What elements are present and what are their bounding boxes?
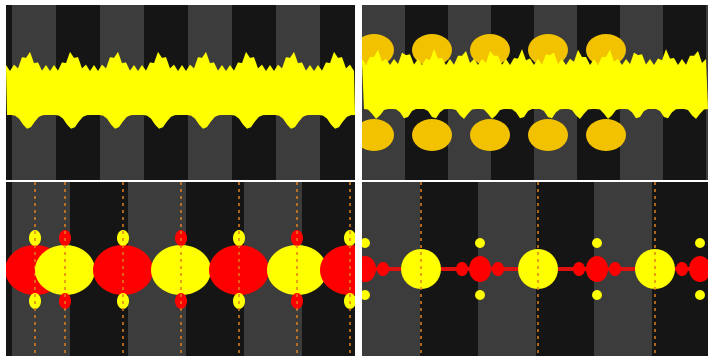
bud xyxy=(360,290,370,300)
panel-bottom-right xyxy=(341,182,708,356)
bud xyxy=(492,262,504,276)
bud xyxy=(592,238,602,248)
bud xyxy=(573,262,585,276)
bud xyxy=(695,238,705,248)
lobe xyxy=(354,119,394,151)
panel-top-right xyxy=(354,5,708,180)
bud xyxy=(676,262,688,276)
bud xyxy=(592,290,602,300)
bud xyxy=(377,262,389,276)
bud xyxy=(695,290,705,300)
panel-bottom-left xyxy=(5,182,380,356)
bud xyxy=(475,290,485,300)
lobe xyxy=(470,119,510,151)
lobe xyxy=(528,119,568,151)
blob xyxy=(354,256,376,282)
lobe xyxy=(412,119,452,151)
lobe xyxy=(586,119,626,151)
bud xyxy=(609,262,621,276)
page: {} (() => { const NS = 'http://www.w3.or… xyxy=(0,0,708,356)
blob xyxy=(586,256,608,282)
blob xyxy=(469,256,491,282)
bud xyxy=(360,238,370,248)
bud xyxy=(475,238,485,248)
bud xyxy=(456,262,468,276)
figure xyxy=(0,0,708,356)
panel-top-left xyxy=(6,5,355,180)
